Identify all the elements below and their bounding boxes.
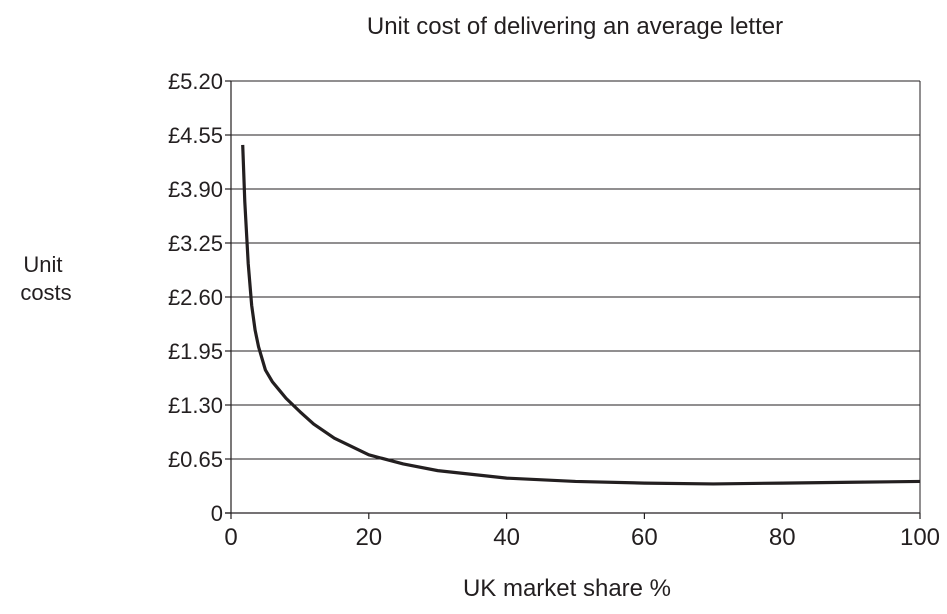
- y-tick-label: £2.60: [168, 285, 223, 310]
- x-tick-label: 100: [900, 524, 940, 551]
- y-axis-label-line-2: costs: [20, 280, 71, 305]
- y-tick-label: £4.55: [168, 123, 223, 148]
- tick-labels: 0 £0.65 £1.30 £1.95 £2.60 £3.25 £3.90 £4.55 £5.2…: [168, 69, 940, 551]
- x-tick-label: 40: [493, 524, 520, 551]
- series-line: [241, 144, 921, 486]
- x-tick-label: 20: [355, 524, 382, 551]
- x-tick-label: 60: [631, 524, 658, 551]
- y-axis-label-line-1: Unit: [23, 252, 62, 277]
- y-tick-label: £3.25: [168, 231, 223, 256]
- y-tick-label: 0: [211, 501, 223, 526]
- y-tick-label: £0.65: [168, 447, 223, 472]
- axes: [225, 80, 921, 519]
- series: [241, 144, 921, 486]
- chart-title: Unit cost of delivering an average lette…: [367, 13, 783, 40]
- y-tick-label: £5.20: [168, 69, 223, 94]
- x-axis-label: UK market share %: [463, 575, 671, 602]
- y-tick-label: £3.90: [168, 177, 223, 202]
- y-axis-label: Unit costs: [20, 252, 71, 305]
- x-tick-label: 0: [224, 524, 237, 551]
- y-tick-label: £1.30: [168, 393, 223, 418]
- y-tick-label: £1.95: [168, 339, 223, 364]
- x-tick-label: 80: [769, 524, 796, 551]
- gridlines: [231, 80, 920, 460]
